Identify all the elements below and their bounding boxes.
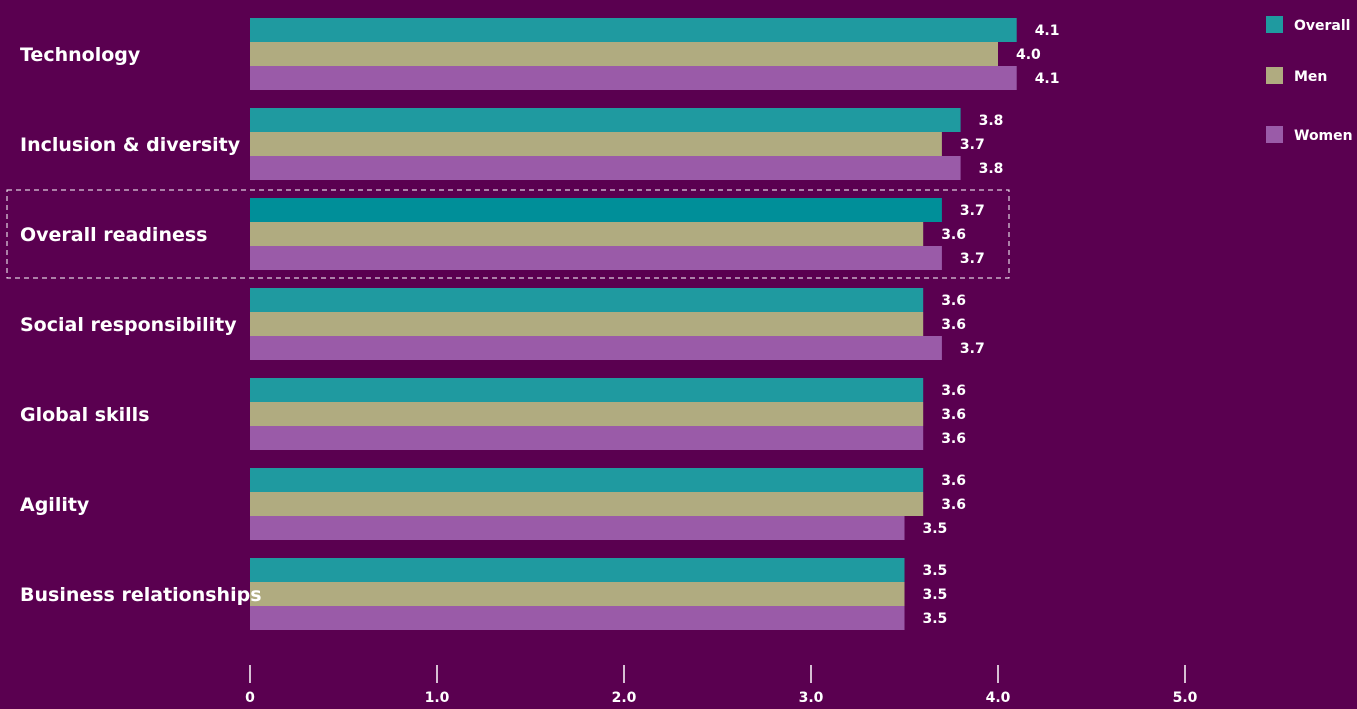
data-label: 3.6 <box>941 227 966 243</box>
legend-swatch-men <box>1266 67 1283 84</box>
labels-layer: Technology 4.1 4.0 4.1 Inclusion & diversity… <box>20 23 1060 627</box>
category-label: Global skills <box>20 404 150 426</box>
bar-overall <box>250 108 961 132</box>
legend: Overall Men Women <box>1266 16 1353 144</box>
bar-overall <box>250 18 1017 42</box>
highlight-layer <box>6 189 1010 279</box>
legend-label: Women <box>1294 128 1353 144</box>
x-tick-label: 0 <box>245 690 255 705</box>
bar-women <box>250 426 924 450</box>
category-label: Agility <box>20 494 90 516</box>
data-label: 3.5 <box>923 521 948 537</box>
data-label: 4.1 <box>1035 23 1060 39</box>
data-label: 3.7 <box>960 137 985 153</box>
bar-women <box>250 156 961 180</box>
category-label: Inclusion & diversity <box>20 134 241 156</box>
bar-overall <box>250 198 942 222</box>
data-label: 3.5 <box>923 587 948 603</box>
data-label: 3.6 <box>941 497 966 513</box>
data-label: 3.5 <box>923 563 948 579</box>
x-axis: 0 1.0 2.0 3.0 4.0 5.0 <box>245 665 1198 706</box>
data-label: 3.5 <box>923 611 948 627</box>
bar-men <box>250 42 998 66</box>
bar-women <box>250 246 942 270</box>
legend-label: Men <box>1294 69 1327 85</box>
x-tick-label: 1.0 <box>425 690 450 705</box>
bar-overall <box>250 378 924 402</box>
data-label: 3.8 <box>979 113 1004 129</box>
x-tick-label: 3.0 <box>799 690 824 705</box>
bar-women <box>250 606 905 630</box>
x-tick-label: 4.0 <box>986 690 1011 705</box>
bar-overall <box>250 468 924 492</box>
category-label: Business relationships <box>20 584 262 606</box>
bar-men <box>250 132 942 156</box>
bar-overall <box>250 288 924 312</box>
data-label: 4.0 <box>1016 47 1041 63</box>
data-label: 3.7 <box>960 341 985 357</box>
bar-men <box>250 222 924 246</box>
data-label: 3.6 <box>941 317 966 333</box>
legend-swatch-overall <box>1266 16 1283 33</box>
data-label: 3.6 <box>941 293 966 309</box>
category-label: Social responsibility <box>20 314 237 336</box>
bars-layer <box>250 18 1017 630</box>
bar-men <box>250 582 905 606</box>
highlight-box-overall-readiness <box>6 189 1010 279</box>
data-label: 3.6 <box>941 473 966 489</box>
data-label: 3.8 <box>979 161 1004 177</box>
bar-women <box>250 336 942 360</box>
x-tick-label: 5.0 <box>1173 690 1198 705</box>
data-label: 3.6 <box>941 407 966 423</box>
legend-swatch-women <box>1266 126 1283 143</box>
category-label: Technology <box>20 44 141 66</box>
bar-women <box>250 66 1017 90</box>
bar-men <box>250 402 924 426</box>
data-label: 3.6 <box>941 383 966 399</box>
data-label: 3.7 <box>960 251 985 267</box>
bar-men <box>250 492 924 516</box>
data-label: 4.1 <box>1035 71 1060 87</box>
data-label: 3.6 <box>941 431 966 447</box>
bar-women <box>250 516 905 540</box>
bar-overall <box>250 558 905 582</box>
x-tick-label: 2.0 <box>612 690 637 705</box>
category-label: Overall readiness <box>20 224 207 246</box>
bar-men <box>250 312 924 336</box>
data-label: 3.7 <box>960 203 985 219</box>
legend-label: Overall <box>1294 18 1350 34</box>
